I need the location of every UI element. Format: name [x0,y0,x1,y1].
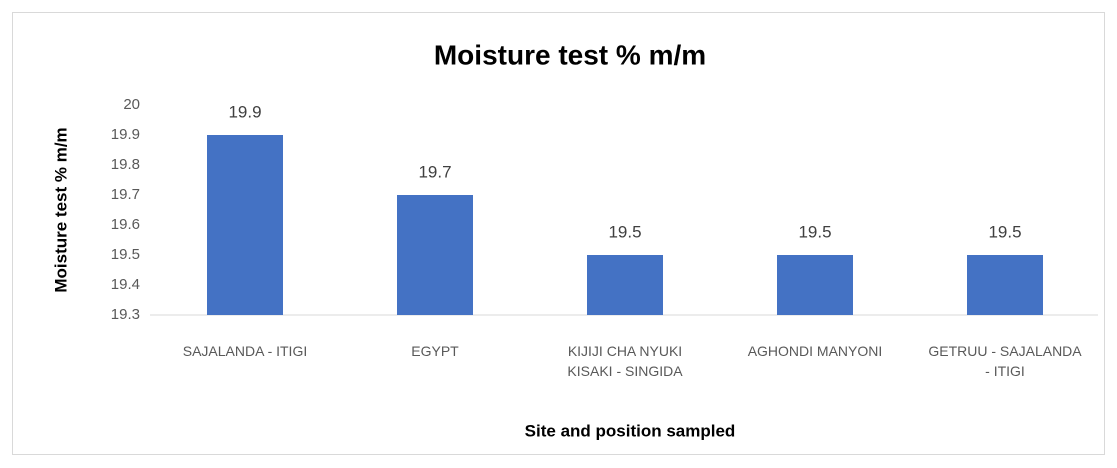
y-tick-label: 19.9 [111,126,140,143]
x-tick-label: AGHONDI MANYONI [747,343,883,359]
bar [967,255,1043,315]
data-label: 19.5 [608,222,641,241]
bar [397,195,473,315]
y-tick-label: 19.5 [111,246,140,263]
data-label: 19.7 [418,162,451,181]
data-label: 19.5 [988,222,1021,241]
x-axis-title: Site and position sampled [525,421,736,440]
y-tick-label: 19.4 [111,276,140,293]
y-tick-label: 19.7 [111,186,140,203]
bar [207,135,283,315]
x-tick-label: KIJIJI CHA NYUKI KISAKI - SINGIDA [567,343,683,379]
bar [777,255,853,315]
data-label: 19.5 [798,222,831,241]
bar [587,255,663,315]
chart-border [12,12,1105,455]
y-tick-label: 19.8 [111,156,140,173]
data-label: 19.9 [228,102,261,121]
y-tick-label: 19.3 [111,306,140,323]
chart-title: Moisture test % m/m [434,39,706,70]
x-tick-label: SAJALANDA - ITIGI [182,343,308,359]
y-axis-title: Moisture test % m/m [51,127,70,292]
x-tick-label: EGYPT [411,343,459,359]
y-tick-label: 20 [123,96,140,113]
y-tick-label: 19.6 [111,216,140,233]
x-tick-label: GETRUU - SAJALANDA - ITIGI [928,343,1082,379]
